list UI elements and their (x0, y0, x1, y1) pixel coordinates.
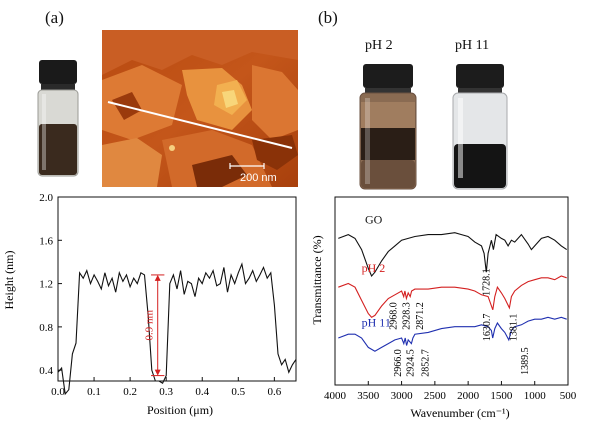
height-profile-chart: 0.0 0.1 0.2 0.3 0.4 0.5 0.6 0.4 0.8 1.2 1.6 2.0 0.9… (2, 192, 297, 417)
vial-ph11-photo (448, 62, 512, 192)
height-profile-line (57, 262, 297, 396)
ftir-series-line (338, 232, 568, 278)
x-tick-label: 0.2 (123, 386, 137, 398)
ftir-series-name: pH 11 (362, 316, 391, 330)
ftir-peak-label: 2968.0 (389, 302, 400, 330)
afm-image: 200 nm (102, 30, 298, 187)
ftir-peak-label: 2924.5 (406, 349, 417, 377)
x-tick-label: 0.3 (159, 386, 173, 398)
x-tick-label: 2500 (424, 390, 447, 402)
vial-ph2-photo (355, 62, 421, 192)
x-tick-label: 0.0 (51, 386, 65, 398)
graphene-vial-photo (30, 58, 86, 180)
ftir-series-name: pH 2 (362, 261, 386, 275)
ftir-series-line (338, 316, 567, 352)
afm-scale-bar-label: 200 nm (240, 172, 277, 184)
x-tick-label: 0.6 (267, 386, 281, 398)
arrow-head-top (154, 274, 161, 281)
ftir-peak-label: 1381.1 (508, 314, 519, 342)
ftir-chart: 4000 3500 3000 2500 2000 1500 1000 500 GO pH 2 pH… (310, 196, 577, 420)
ftir-x-axis-label: Wavenumber (cm⁻¹) (410, 406, 509, 420)
y-tick-label: 1.2 (39, 279, 53, 291)
panel-a-label: (a) (45, 8, 64, 27)
y-tick-label: 0.8 (39, 322, 53, 334)
x-tick-label: 0.5 (231, 386, 245, 398)
ftir-peak-label: 1630.7 (482, 314, 493, 342)
height-profile-x-axis-label: Position (μm) (147, 403, 213, 417)
y-tick-label: 2.0 (39, 192, 53, 204)
x-tick-label: 500 (560, 390, 577, 402)
ftir-peak-label: 1728.1 (481, 268, 492, 296)
panel-b-label: (b) (318, 8, 338, 27)
ftir-peak-label: 1389.5 (520, 347, 531, 375)
y-tick-label: 0.4 (39, 365, 53, 377)
x-tick-label: 1000 (524, 390, 547, 402)
arrow-head-bottom (154, 369, 161, 376)
vial-label-ph2: pH 2 (365, 38, 393, 53)
ftir-peak-label: 2852.7 (420, 349, 431, 377)
height-profile-plot-frame (57, 196, 297, 382)
x-tick-label: 3000 (391, 390, 414, 402)
x-tick-label: 0.1 (87, 386, 101, 398)
ftir-peak-label: 2928.3 (401, 302, 412, 330)
ftir-plot-frame (334, 196, 569, 386)
afm-line-profile (107, 101, 293, 149)
ftir-peak-label: 2966.0 (393, 349, 404, 377)
x-tick-label: 1500 (490, 390, 513, 402)
x-tick-label: 2000 (457, 390, 480, 402)
y-tick-label: 1.6 (39, 235, 53, 247)
step-height-label: 0.9 nm (144, 310, 156, 341)
vial-label-ph11: pH 11 (455, 38, 490, 53)
x-tick-label: 0.4 (195, 386, 209, 398)
ftir-series-name: GO (365, 212, 383, 226)
height-profile-y-axis-label: Height (nm) (2, 251, 16, 310)
ftir-series-line (338, 275, 567, 318)
x-tick-label: 4000 (324, 390, 347, 402)
ftir-peak-label: 2871.2 (415, 302, 426, 330)
ftir-y-axis-label: Transmittance (%) (310, 235, 324, 324)
x-tick-label: 3500 (357, 390, 380, 402)
